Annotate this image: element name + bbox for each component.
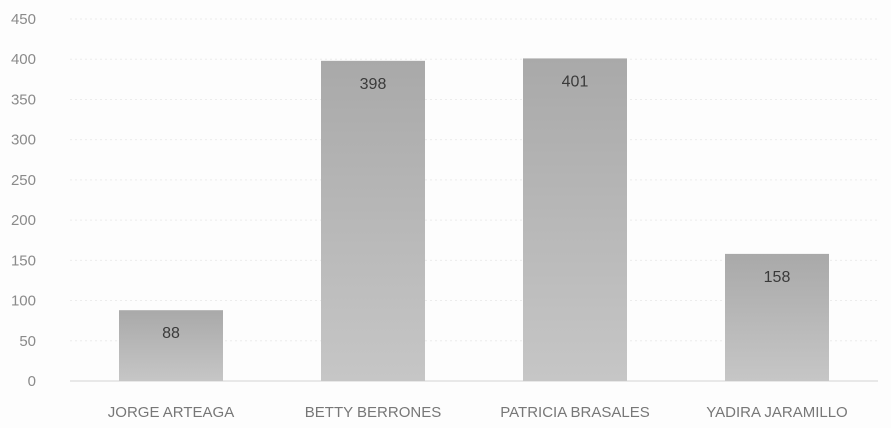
y-tick-label: 450	[11, 11, 36, 28]
bar	[725, 253, 829, 381]
x-category-label: YADIRA JARAMILLO	[706, 404, 847, 421]
bar-value-label: 88	[162, 325, 180, 342]
bar	[321, 60, 425, 381]
x-category-label: BETTY BERRONES	[305, 404, 441, 421]
x-category-label: JORGE ARTEAGA	[108, 404, 234, 421]
y-tick-label: 250	[11, 172, 36, 189]
y-tick-label: 150	[11, 252, 36, 269]
y-tick-label: 350	[11, 91, 36, 108]
bar-value-label: 398	[360, 76, 387, 93]
bars	[119, 58, 829, 381]
data-labels: 88 398 401 158	[162, 73, 790, 342]
x-axis-categories: JORGE ARTEAGA BETTY BERRONES PATRICIA BRAS…	[108, 404, 848, 421]
bar-value-label: 158	[764, 269, 791, 286]
y-tick-label: 200	[11, 212, 36, 229]
bar-value-label: 401	[562, 73, 589, 90]
y-tick-label: 400	[11, 51, 36, 68]
y-tick-label: 300	[11, 132, 36, 149]
bar	[119, 310, 223, 381]
x-category-label: PATRICIA BRASALES	[500, 404, 650, 421]
y-tick-label: 50	[19, 333, 36, 350]
y-tick-label: 100	[11, 293, 36, 310]
bar	[523, 58, 627, 381]
y-axis-ticks: 0 50 100 150 200 250 300 350 400 450	[11, 11, 36, 390]
y-tick-label: 0	[28, 373, 36, 390]
